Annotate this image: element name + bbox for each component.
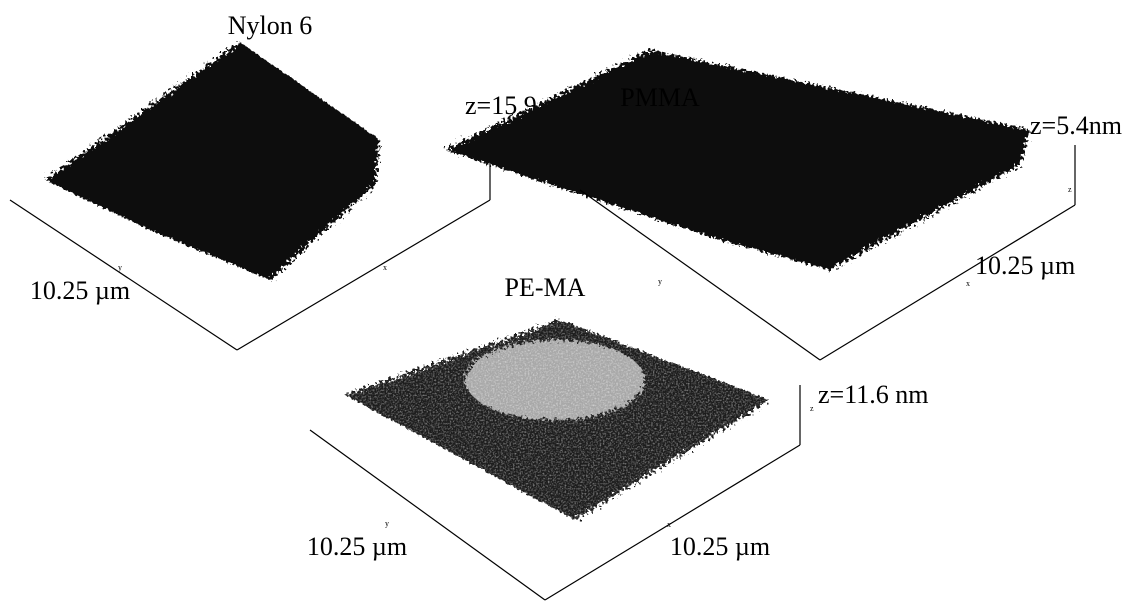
axis-letter: z bbox=[1068, 185, 1072, 194]
panel-title: PMMA bbox=[620, 83, 700, 112]
axis-letter: z bbox=[810, 404, 814, 413]
axis-letter: x bbox=[667, 520, 671, 529]
y-label: 10.25 µm bbox=[30, 276, 130, 305]
axis-letter: y bbox=[658, 277, 662, 286]
panel-title: Nylon 6 bbox=[228, 11, 313, 40]
figure: Nylon 6 z=15.9 nm 10.25 µm y x z PMMA z=… bbox=[0, 0, 1148, 604]
surface bbox=[45, 42, 380, 280]
surface bbox=[445, 50, 1030, 270]
y-label: 10.25 µm bbox=[307, 532, 407, 561]
panel-nylon: Nylon 6 z=15.9 nm 10.25 µm y x z bbox=[10, 11, 576, 350]
axis-letter: x bbox=[966, 279, 970, 288]
surface-texture bbox=[340, 315, 775, 525]
x-label: 10.25 µm bbox=[670, 532, 770, 561]
x-label: 10.25 µm bbox=[975, 251, 1075, 280]
axis-letter: y bbox=[385, 519, 389, 528]
axis-letter: x bbox=[383, 263, 387, 272]
panel-title: PE-MA bbox=[505, 273, 586, 302]
z-label: z=11.6 nm bbox=[818, 380, 928, 409]
panel-pema: PE-MA z=11.6 nm 10.25 µm 10.25 µm y x z bbox=[307, 273, 929, 600]
z-label: z=5.4nm bbox=[1030, 111, 1122, 140]
axis-letter: y bbox=[118, 263, 122, 272]
